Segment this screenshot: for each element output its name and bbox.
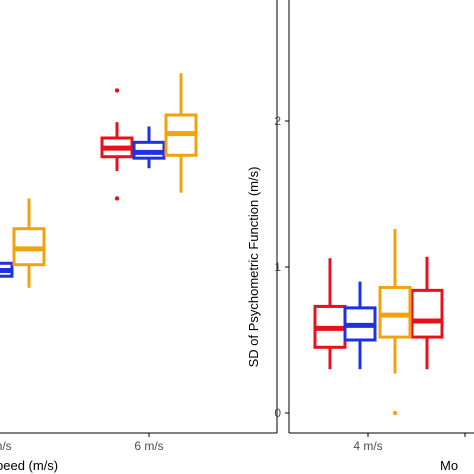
x-tick-label: 6 m/s [134,439,163,453]
right-y-ticks: 0 1 2 [274,114,289,420]
box-iqr [410,288,444,339]
left-panel: 5 m/s 6 m/s peed (m/s) [0,0,278,473]
box-6ms-series-1 [132,126,166,169]
left-x-ticks: 5 m/s 6 m/s [0,433,164,453]
x-tick-label: 5 m/s [0,439,12,453]
right-boxes [313,229,444,416]
outlier-point [392,410,398,416]
box-4ms-series-1 [343,281,377,370]
box-5ms-series-0 [410,256,444,370]
right-x-axis-title: Mo [440,458,458,473]
y-tick-label: 1 [274,260,281,274]
box-4ms-series-2 [378,229,412,416]
box-iqr [378,285,412,339]
box-4ms-series-0 [313,258,347,370]
outlier-point [114,196,120,201]
right-y-axis-title: SD of Psychometric Function (m/s) [246,167,261,368]
left-x-axis-title: peed (m/s) [0,458,58,473]
y-tick-label: 0 [274,406,281,420]
box-6ms-series-0 [100,88,134,201]
box-6ms-series-2 [164,73,198,193]
right-panel: 0 1 2 4 m/s SD of Psychometric Function (m… [246,0,474,473]
box-5ms-series-1 [0,261,14,278]
outlier-point [114,88,120,93]
right-x-ticks: 4 m/s [353,433,466,453]
x-tick-label: 4 m/s [353,439,382,453]
left-boxes [0,73,198,288]
y-tick-label: 2 [274,114,281,128]
box-5ms-series-2 [12,198,46,288]
